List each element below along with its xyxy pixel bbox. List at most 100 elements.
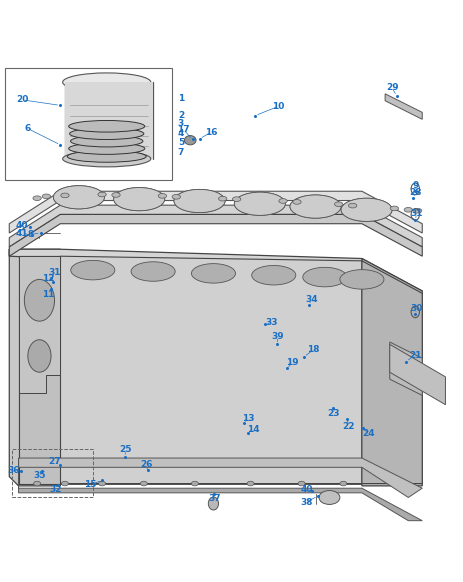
Ellipse shape (348, 203, 356, 208)
Bar (5, 68, 171, 180)
Ellipse shape (131, 262, 175, 281)
Ellipse shape (67, 151, 146, 162)
Text: 5: 5 (177, 138, 184, 147)
Text: 12: 12 (43, 274, 55, 283)
Polygon shape (9, 191, 421, 233)
Ellipse shape (98, 481, 105, 486)
Ellipse shape (69, 143, 144, 154)
Text: 19: 19 (285, 359, 298, 367)
Text: 26: 26 (140, 460, 152, 470)
Text: 25: 25 (119, 445, 131, 454)
Text: 18: 18 (307, 346, 319, 354)
Ellipse shape (42, 194, 50, 198)
Polygon shape (361, 258, 421, 486)
Ellipse shape (140, 481, 147, 486)
Ellipse shape (113, 187, 164, 211)
Text: 22: 22 (342, 422, 354, 431)
Ellipse shape (234, 192, 285, 215)
Text: 6: 6 (25, 124, 31, 133)
Text: 31: 31 (49, 268, 61, 277)
Ellipse shape (28, 340, 51, 372)
Ellipse shape (24, 279, 55, 321)
Text: 35: 35 (33, 471, 45, 480)
Ellipse shape (292, 200, 300, 204)
Text: 29: 29 (385, 83, 398, 93)
Ellipse shape (218, 196, 226, 201)
Bar (65, 82, 153, 159)
Text: 17: 17 (176, 125, 189, 134)
Ellipse shape (340, 198, 391, 221)
Text: 40: 40 (16, 221, 28, 230)
Ellipse shape (174, 189, 225, 212)
Ellipse shape (389, 206, 398, 211)
Text: 28: 28 (408, 188, 420, 197)
Ellipse shape (70, 136, 143, 147)
Ellipse shape (234, 192, 285, 215)
Ellipse shape (191, 481, 198, 486)
Text: 20: 20 (16, 95, 28, 104)
Ellipse shape (278, 198, 287, 203)
Ellipse shape (232, 197, 240, 201)
Ellipse shape (289, 195, 340, 218)
Text: 1: 1 (177, 94, 184, 104)
Ellipse shape (251, 265, 295, 285)
Ellipse shape (112, 193, 120, 197)
Ellipse shape (113, 187, 164, 211)
Ellipse shape (339, 269, 383, 289)
Polygon shape (361, 261, 421, 484)
Ellipse shape (297, 481, 305, 486)
Text: 21: 21 (408, 350, 420, 360)
Ellipse shape (191, 264, 235, 283)
Text: 24: 24 (362, 430, 375, 438)
Ellipse shape (318, 491, 339, 505)
Text: 41: 41 (16, 229, 29, 237)
Text: 9: 9 (411, 180, 418, 190)
Polygon shape (9, 249, 421, 296)
Ellipse shape (61, 193, 69, 198)
Ellipse shape (53, 186, 104, 209)
Ellipse shape (70, 260, 115, 280)
Text: 31: 31 (410, 208, 422, 218)
Text: 32: 32 (50, 485, 62, 494)
Polygon shape (19, 256, 60, 484)
Polygon shape (384, 94, 421, 119)
Text: 15: 15 (84, 481, 96, 489)
Text: 4: 4 (177, 129, 184, 138)
Text: 2: 2 (177, 111, 184, 120)
Ellipse shape (289, 195, 340, 218)
Polygon shape (19, 458, 421, 521)
Polygon shape (19, 458, 421, 498)
Ellipse shape (413, 208, 421, 213)
Text: 11: 11 (43, 290, 55, 299)
Text: 38: 38 (300, 498, 312, 506)
Polygon shape (389, 342, 421, 395)
Ellipse shape (172, 194, 180, 199)
Ellipse shape (98, 192, 106, 197)
Text: 36: 36 (8, 466, 20, 475)
Text: 13: 13 (242, 414, 254, 423)
Ellipse shape (33, 481, 41, 486)
Ellipse shape (208, 497, 218, 510)
Ellipse shape (339, 481, 346, 486)
Polygon shape (60, 256, 361, 484)
Text: 30: 30 (410, 304, 422, 313)
Text: 7: 7 (177, 148, 184, 157)
Bar (12, 449, 93, 498)
Text: 14: 14 (246, 425, 259, 434)
Ellipse shape (302, 267, 346, 287)
Text: 37: 37 (207, 494, 220, 503)
Ellipse shape (33, 196, 41, 201)
Text: 16: 16 (205, 128, 217, 137)
Ellipse shape (158, 194, 166, 198)
Polygon shape (9, 205, 421, 247)
Text: 8: 8 (27, 230, 33, 239)
Text: 10: 10 (272, 102, 284, 111)
Polygon shape (19, 256, 60, 393)
Text: 39: 39 (270, 332, 283, 341)
Ellipse shape (334, 202, 342, 207)
Text: 27: 27 (48, 457, 61, 466)
Polygon shape (389, 345, 444, 404)
Ellipse shape (403, 207, 412, 212)
Ellipse shape (340, 198, 391, 221)
Polygon shape (19, 256, 60, 484)
